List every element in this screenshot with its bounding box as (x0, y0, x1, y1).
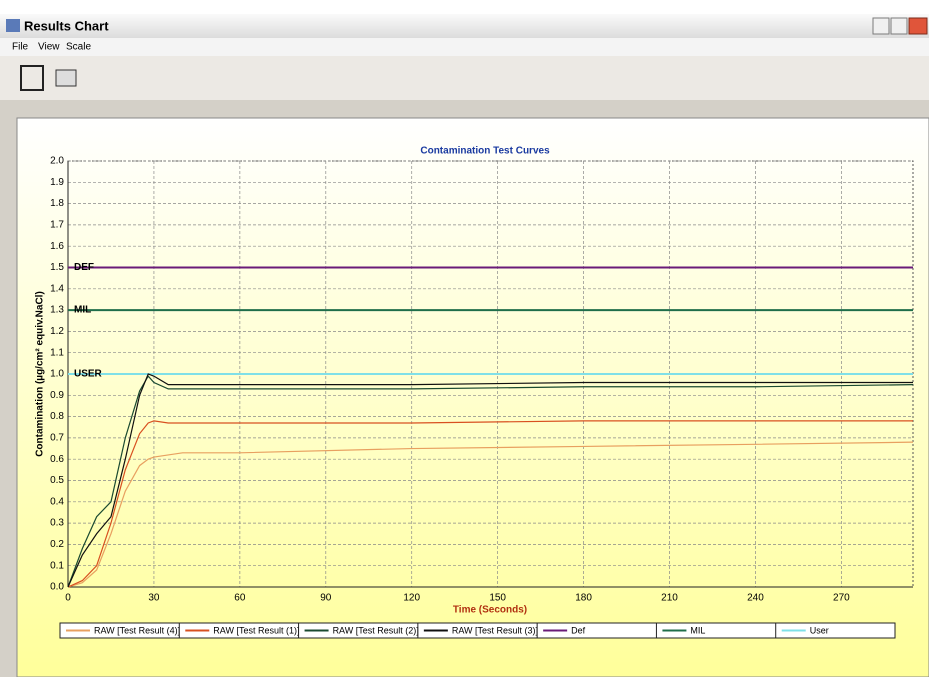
y-tick-label: 1.7 (50, 220, 64, 231)
y-tick-label: 0.6 (50, 454, 64, 465)
x-tick-label: 150 (489, 593, 506, 604)
y-tick-label: 0.4 (50, 496, 64, 507)
y-tick-label: 1.5 (50, 262, 64, 273)
y-tick-label: 0.5 (50, 475, 64, 486)
series-line (67, 375, 914, 588)
chart: Contamination Test Curves Time (Seconds)… (35, 146, 914, 639)
limit-label: USER (74, 369, 103, 380)
menu-file[interactable]: File (12, 42, 29, 53)
app-icon (6, 19, 20, 32)
menu-scale[interactable]: Scale (66, 42, 91, 53)
series-line (67, 441, 914, 588)
x-tick-label: 60 (234, 593, 246, 604)
legend-label: Def (571, 625, 586, 635)
legend-label: RAW [Test Result (3)] (452, 625, 538, 635)
y-tick-label: 0.3 (50, 518, 64, 529)
x-tick-label: 210 (661, 593, 678, 604)
x-tick-label: 120 (403, 593, 420, 604)
maximize-button[interactable] (890, 17, 908, 35)
chart-panel (16, 117, 929, 677)
menu-bar (0, 38, 929, 56)
y-tick-label: 2.0 (50, 156, 64, 167)
chart-title: Contamination Test Curves (420, 146, 550, 157)
x-tick-label: 240 (747, 593, 764, 604)
y-tick-label: 0.9 (50, 390, 64, 401)
x-tick-label: 180 (575, 593, 592, 604)
limit-label: DEF (74, 262, 94, 273)
y-tick-label: 0.1 (50, 560, 64, 571)
toolbar (0, 56, 929, 100)
y-tick-label: 1.1 (50, 347, 64, 358)
series-line (67, 373, 913, 588)
y-tick-label: 1.2 (50, 326, 64, 337)
x-tick-label: 30 (148, 593, 160, 604)
window-title: Results Chart (24, 18, 109, 33)
series-line (67, 420, 913, 588)
legend-label: RAW [Test Result (1)] (213, 625, 299, 635)
close-button[interactable] (908, 17, 928, 35)
print-button[interactable] (55, 69, 77, 87)
legend-label: MIL (690, 625, 705, 635)
y-tick-label: 0.0 (50, 582, 64, 593)
y-tick-label: 1.6 (50, 241, 64, 252)
y-axis-label: Contamination (µg/cm² equiv.NaCl) (35, 291, 46, 457)
legend (59, 622, 896, 639)
y-tick-label: 1.0 (50, 369, 64, 380)
limit-label: MIL (74, 305, 91, 316)
y-tick-label: 1.3 (50, 305, 64, 316)
legend-label: RAW [Test Result (4)] (94, 625, 180, 635)
y-tick-label: 1.4 (50, 283, 64, 294)
y-tick-label: 0.2 (50, 539, 64, 550)
menu-view[interactable]: View (38, 42, 60, 53)
title-bar (0, 14, 929, 38)
y-tick-label: 0.8 (50, 411, 64, 422)
x-axis-label: Time (Seconds) (453, 605, 527, 616)
y-tick-label: 1.9 (50, 177, 64, 188)
x-tick-label: 0 (65, 593, 71, 604)
x-tick-label: 90 (320, 593, 332, 604)
legend-label: User (810, 625, 829, 635)
exit-button[interactable] (20, 65, 44, 91)
y-tick-label: 1.8 (50, 198, 64, 209)
minimize-button[interactable] (872, 17, 890, 35)
legend-label: RAW [Test Result (2)] (333, 625, 419, 635)
x-tick-label: 270 (833, 593, 850, 604)
y-tick-label: 0.7 (50, 433, 64, 444)
